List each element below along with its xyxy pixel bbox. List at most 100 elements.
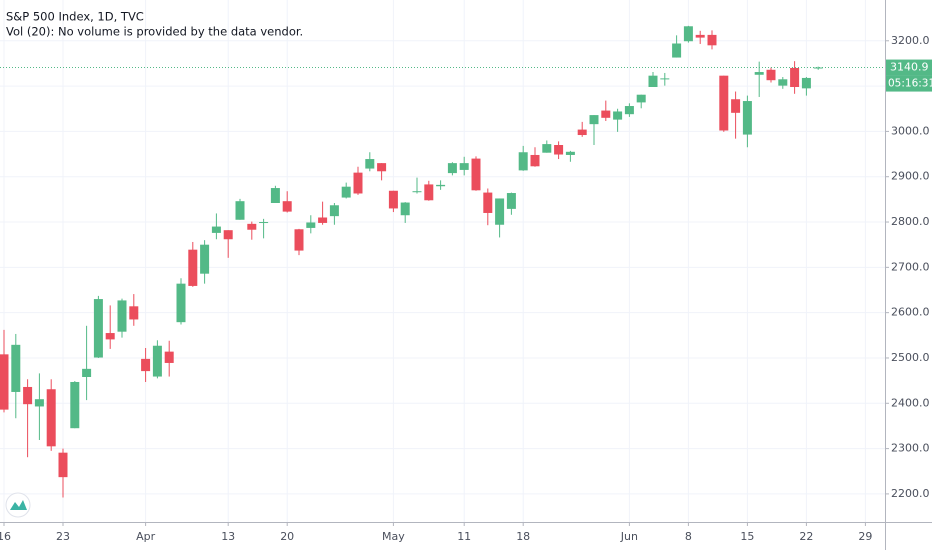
x-tick-label: Apr	[136, 530, 156, 543]
candle-body	[188, 249, 198, 286]
candle-body	[672, 43, 682, 58]
candle-body	[707, 34, 717, 46]
candle-body	[141, 358, 151, 372]
candle-body	[447, 163, 457, 174]
candle-body	[129, 306, 139, 320]
candle-body	[164, 351, 174, 363]
candle-body	[542, 144, 552, 153]
candle-body	[282, 201, 292, 212]
chart-title: S&P 500 Index, 1D, TVC	[6, 10, 144, 24]
candle-body	[636, 94, 646, 103]
y-tick-label: 2900.0	[891, 170, 930, 183]
candle-body	[341, 186, 351, 198]
x-tick-label: 23	[56, 530, 70, 543]
x-tick-label: 15	[740, 530, 754, 543]
candle-body	[695, 34, 705, 38]
candle-body	[731, 99, 741, 113]
candle-body	[766, 69, 776, 81]
candle-body	[683, 26, 693, 42]
candle-body	[424, 184, 434, 201]
candle-body	[483, 192, 493, 213]
candle-body	[412, 191, 422, 193]
candle-body	[93, 299, 103, 358]
y-tick-label: 2700.0	[891, 260, 930, 273]
candle-body	[34, 399, 44, 407]
countdown-box	[886, 75, 932, 92]
candle-body	[388, 190, 398, 209]
x-tick-label: 8	[685, 530, 692, 543]
y-tick-label: 2200.0	[891, 487, 930, 500]
x-tick-label: 13	[221, 530, 235, 543]
candle-body	[223, 230, 233, 240]
y-tick-label: 2600.0	[891, 306, 930, 319]
x-tick-label: 18	[516, 530, 530, 543]
candle-body	[436, 184, 446, 187]
candle-body	[318, 217, 328, 223]
candle-body	[813, 67, 823, 69]
candle-body	[247, 223, 257, 230]
axes: 2200.0 2300.0 2400.0 2500.0 2600.0 2700.0 2800…	[0, 34, 932, 543]
candle-body	[82, 368, 92, 377]
candle-body	[660, 78, 670, 80]
candle-body	[518, 152, 528, 171]
candle-body	[790, 67, 800, 87]
candle-body	[259, 222, 269, 224]
candle-body	[471, 158, 481, 191]
candle-body	[601, 110, 611, 118]
candle-body	[46, 389, 56, 447]
candle-body	[58, 452, 68, 478]
candle-body	[400, 202, 410, 216]
candle-body	[554, 145, 564, 155]
candle-body	[152, 345, 162, 377]
candle-body	[719, 75, 729, 131]
x-tick-label: 16	[0, 530, 11, 543]
candle-body	[577, 129, 587, 136]
candle-body	[801, 77, 811, 89]
x-tick-label: 29	[858, 530, 872, 543]
candle-body	[353, 172, 363, 194]
candle-body	[459, 163, 469, 170]
candle-body	[377, 163, 387, 172]
grid	[0, 0, 885, 522]
chart-subtitle: Vol (20): No volume is provided by the d…	[6, 25, 303, 39]
y-tick-label: 2400.0	[891, 396, 930, 409]
candle-body	[742, 101, 752, 135]
y-tick-label: 3200.0	[891, 34, 930, 47]
candle-body	[365, 159, 375, 169]
candle-body	[613, 111, 623, 120]
x-tick-label: Jun	[620, 530, 638, 543]
candle-body	[270, 188, 280, 203]
x-tick-label: May	[382, 530, 405, 543]
candle-body	[211, 226, 221, 233]
y-tick-label: 2800.0	[891, 215, 930, 228]
candle-body	[176, 283, 186, 323]
x-tick-label: 22	[799, 530, 813, 543]
candle-body	[11, 344, 21, 392]
candle-body	[530, 154, 540, 167]
candle-body	[754, 72, 764, 75]
candle-body	[778, 79, 788, 86]
candle-body	[565, 151, 575, 155]
candle-body	[624, 106, 634, 115]
x-tick-label: 20	[280, 530, 294, 543]
candle-body	[0, 354, 9, 410]
candle-body	[23, 386, 33, 405]
last-price-box	[886, 59, 932, 76]
candle-body	[200, 244, 210, 274]
y-tick-label: 2500.0	[891, 351, 930, 364]
candle-body	[648, 75, 658, 87]
candle-body	[329, 205, 339, 217]
candle-body	[495, 198, 505, 225]
candle-body	[235, 201, 245, 220]
candle-body	[105, 333, 115, 340]
candle-body	[70, 381, 80, 429]
countdown-label: 05:16:31	[888, 78, 932, 90]
candles	[0, 25, 885, 498]
last-price-label: 3140.9	[890, 61, 929, 74]
candle-body	[506, 193, 516, 209]
y-tick-label: 3000.0	[891, 124, 930, 137]
candle-body	[117, 300, 127, 332]
candle-body	[306, 222, 316, 228]
